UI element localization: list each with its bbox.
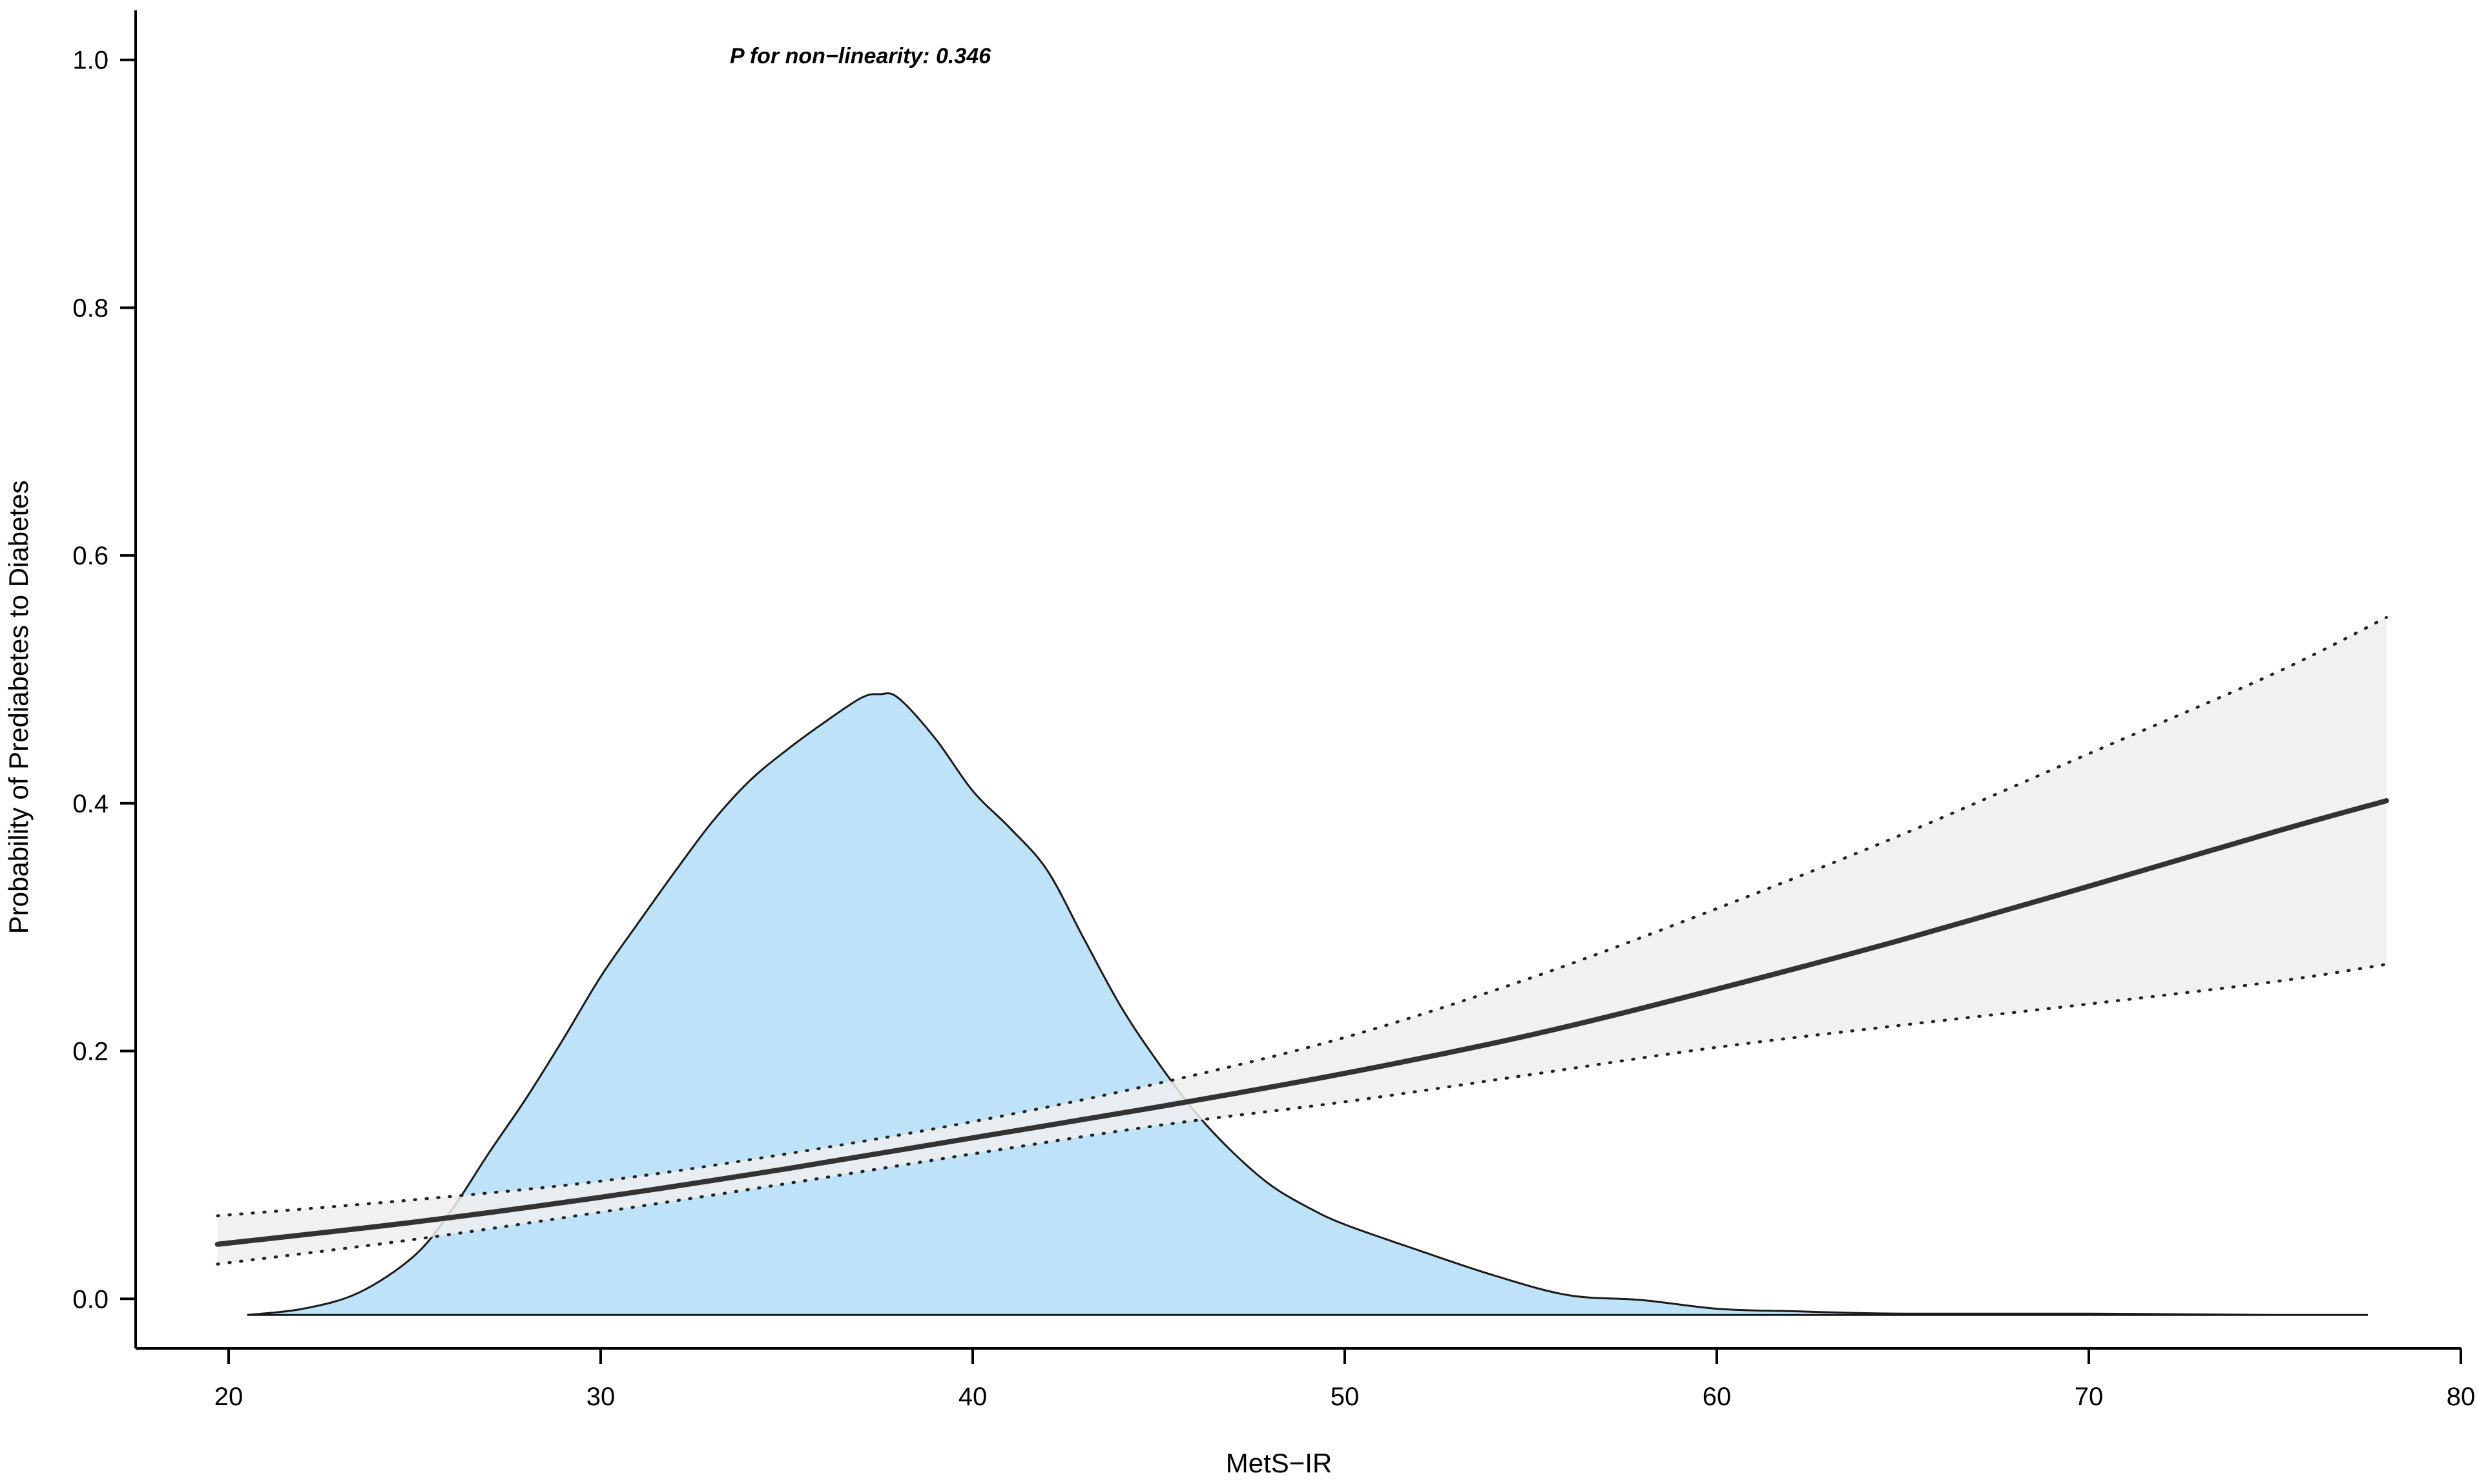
ci-band-layer (216, 615, 2389, 1266)
x-tick-label: 40 (959, 1383, 988, 1411)
x-tick-label: 60 (1703, 1383, 1732, 1411)
x-axis-title: MetS−IR (1226, 1448, 1332, 1478)
ci-band (217, 617, 2387, 1264)
lower-ci-line (216, 963, 2389, 1266)
p-value-annotation: P for non−linearity: 0.346 (730, 44, 991, 68)
y-tick-label: 1.0 (72, 46, 109, 75)
y-tick-label: 0.8 (72, 294, 109, 322)
estimate-line-layer (214, 798, 2389, 1247)
axes-layer: 20 30 40 50 60 70 80 0.0 0.2 0.4 0.6 0.8 1.0 (72, 10, 2475, 1411)
x-tick-label: 20 (214, 1383, 244, 1411)
x-tick-label: 50 (1331, 1383, 1360, 1411)
y-tick-label: 0.2 (72, 1038, 109, 1066)
x-tick-label: 70 (2075, 1383, 2104, 1411)
y-tick-label: 0.6 (72, 542, 109, 570)
x-tick-label: 80 (2447, 1383, 2476, 1411)
y-tick-label: 0.0 (72, 1285, 109, 1314)
y-axis-title: Probability of Prediabetes to Diabetes (3, 480, 34, 934)
upper-ci-line (216, 615, 2389, 1217)
x-tick-label: 30 (586, 1383, 616, 1411)
y-tick-label: 0.4 (72, 790, 109, 818)
estimate-line (214, 798, 2389, 1247)
